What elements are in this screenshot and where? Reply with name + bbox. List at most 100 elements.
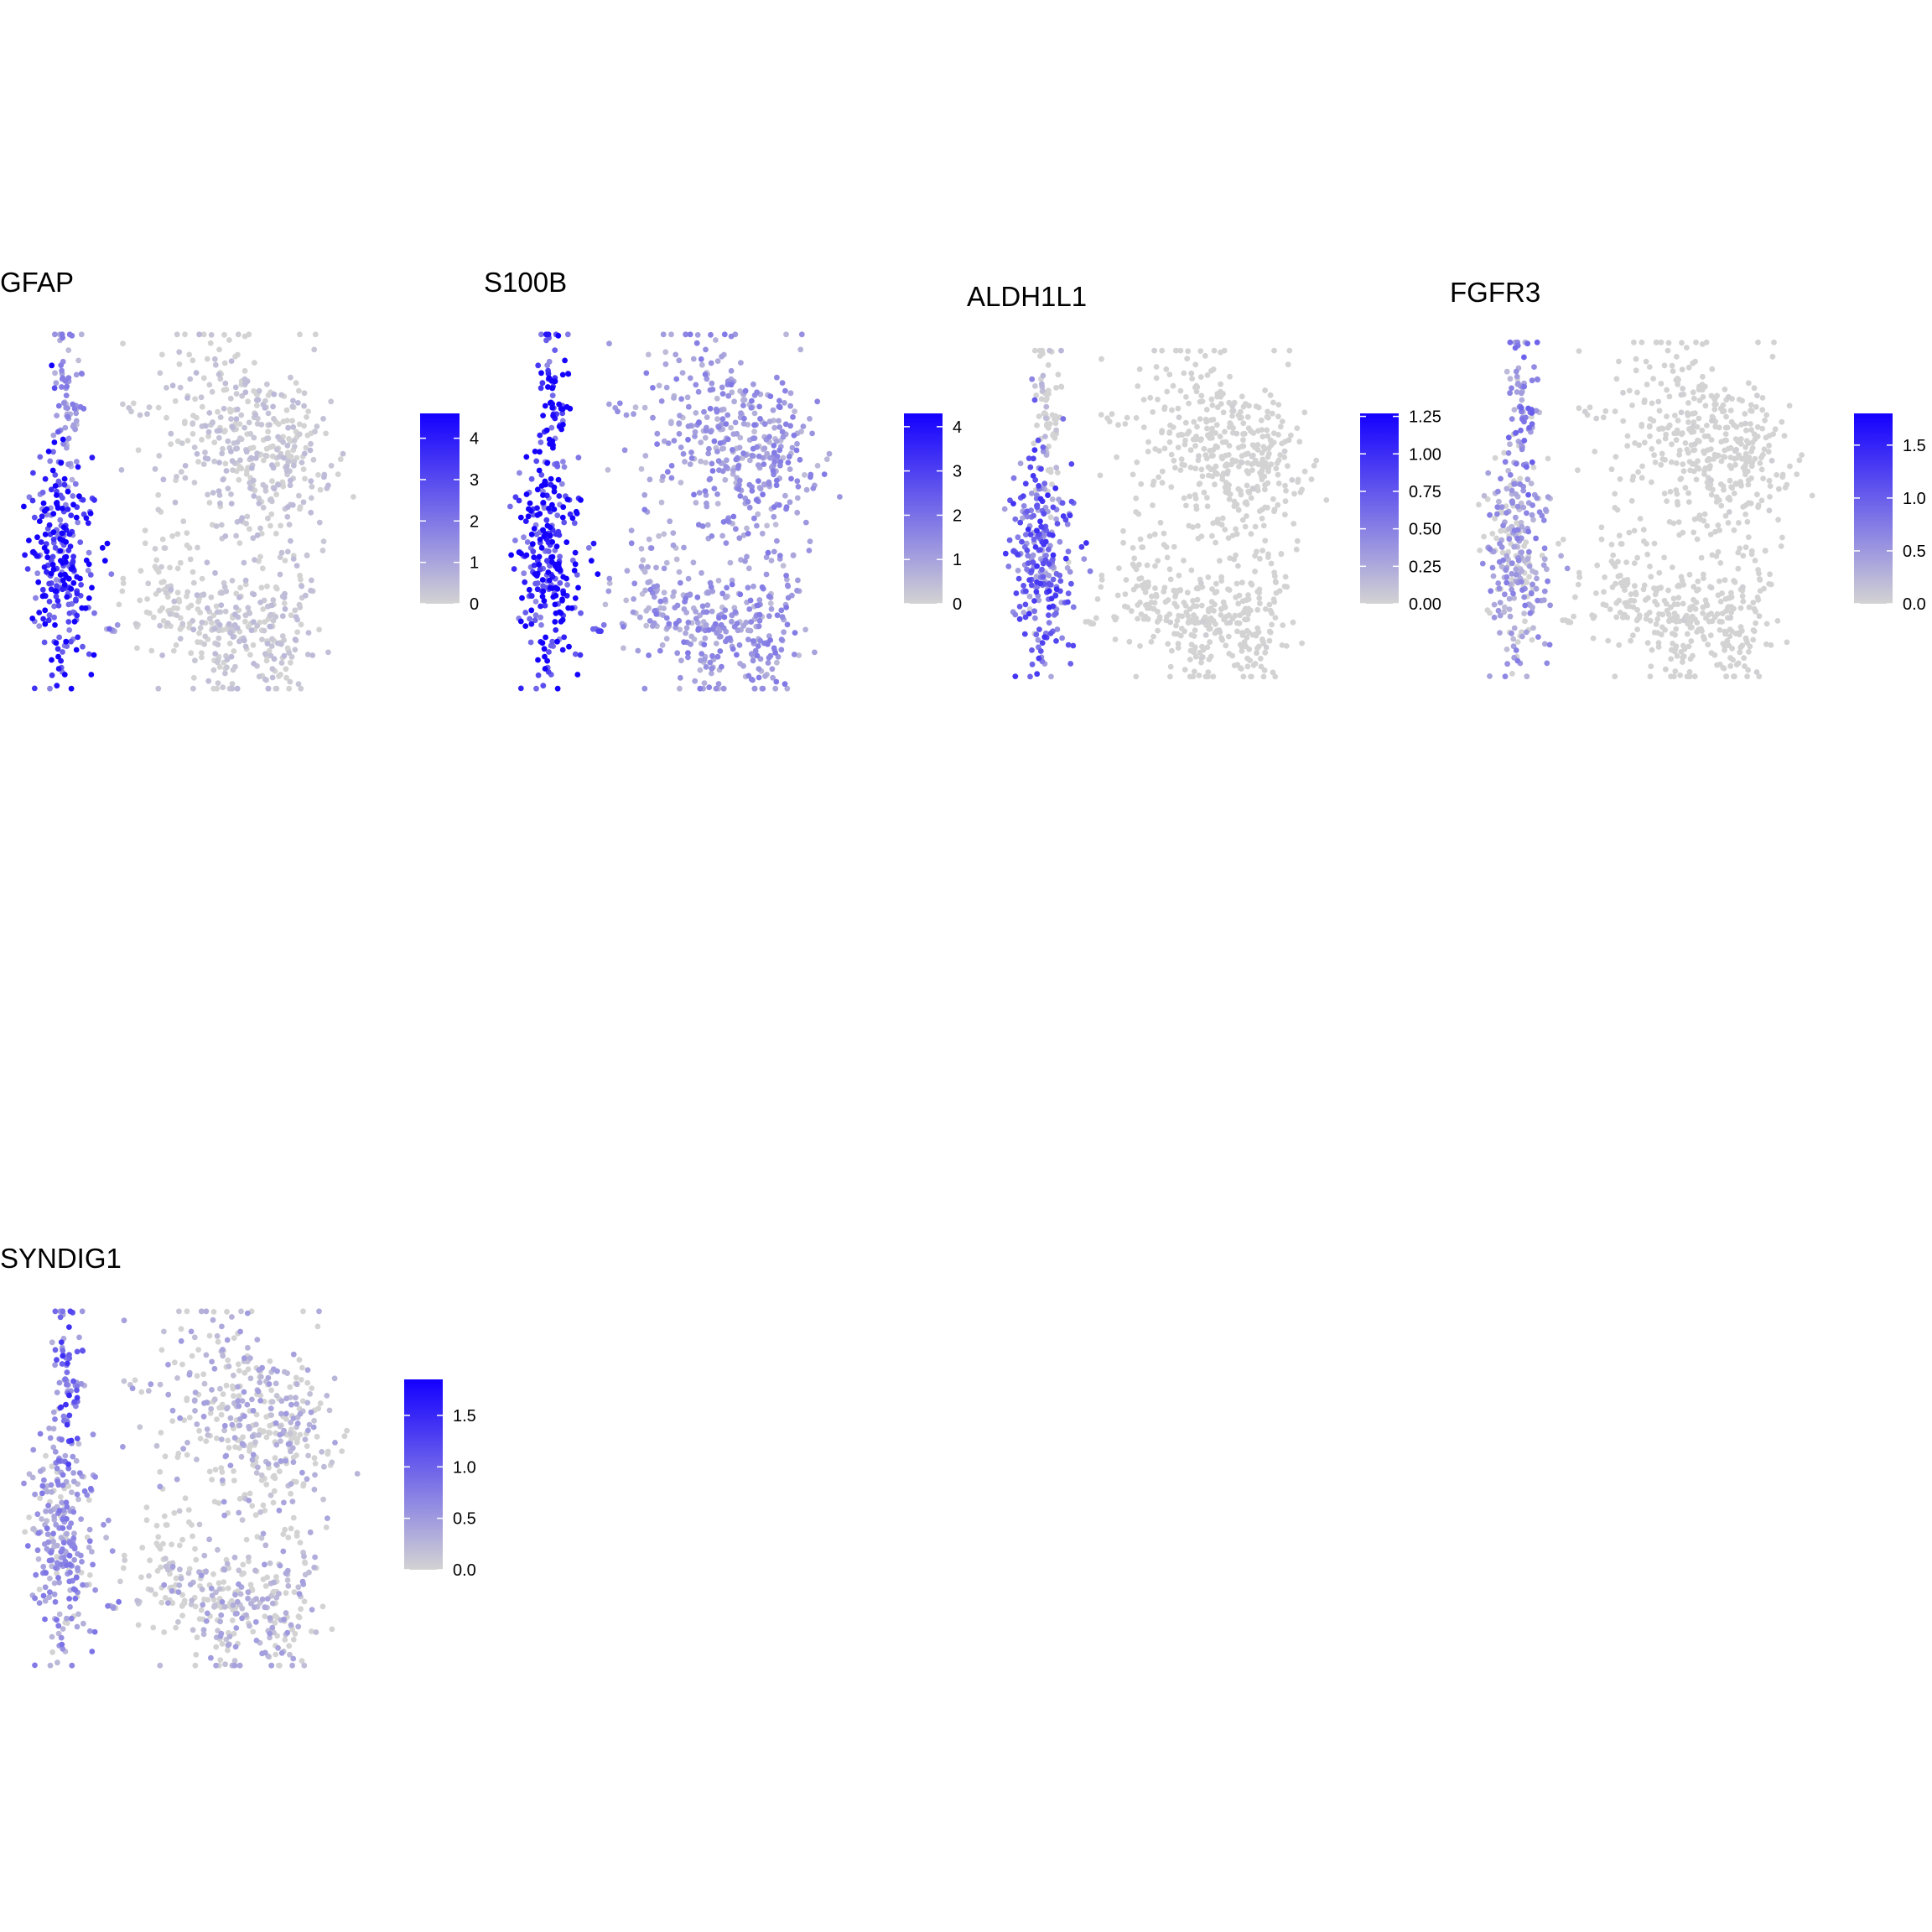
cell-point	[623, 597, 630, 604]
cell-point	[1261, 486, 1268, 493]
cell-point	[754, 389, 760, 396]
cell-point	[1265, 433, 1271, 439]
cell-point	[270, 1499, 277, 1506]
cell-point	[1506, 536, 1513, 543]
cell-point	[522, 518, 529, 524]
cell-point	[1262, 387, 1268, 393]
cell-point	[1713, 499, 1720, 505]
cell-point	[1260, 522, 1267, 529]
cell-point	[1291, 491, 1297, 497]
cell-point	[1500, 522, 1506, 529]
cell-point	[259, 636, 265, 642]
cell-point	[1140, 397, 1147, 402]
cell-point	[62, 571, 68, 578]
cell-point	[1176, 414, 1182, 421]
cell-point	[249, 1503, 256, 1509]
cell-point	[256, 387, 262, 394]
cell-point	[1275, 432, 1281, 438]
cell-point	[1485, 470, 1492, 476]
cell-point	[184, 1452, 190, 1458]
cell-point	[719, 407, 724, 413]
cell-point	[1594, 562, 1601, 569]
cell-point	[1258, 417, 1265, 423]
cell-point	[789, 444, 796, 451]
cell-point	[1050, 576, 1057, 583]
cell-point	[190, 626, 197, 633]
cell-point	[214, 1435, 220, 1441]
cell-point	[773, 477, 780, 484]
cell-point	[539, 577, 546, 583]
cell-point	[1514, 389, 1520, 395]
cell-point	[549, 585, 555, 591]
cell-point	[1775, 517, 1782, 523]
cell-point	[765, 549, 771, 556]
cell-point	[1197, 480, 1203, 486]
cell-point	[49, 1649, 55, 1655]
cell-point	[642, 587, 648, 594]
cell-point	[275, 481, 282, 488]
cell-point	[77, 539, 84, 545]
cell-point	[767, 652, 774, 659]
cell-point	[1048, 595, 1055, 602]
cell-point	[206, 410, 213, 416]
cell-point	[308, 509, 314, 516]
cell-point	[275, 434, 281, 440]
cell-point	[312, 1461, 319, 1467]
cell-point	[233, 391, 240, 397]
cell-point	[64, 643, 70, 649]
cell-point	[177, 384, 184, 391]
cell-point	[1182, 462, 1187, 469]
cell-point	[231, 1478, 237, 1483]
cell-point	[329, 1626, 335, 1633]
cell-point	[507, 503, 513, 510]
cell-point	[1257, 656, 1264, 662]
cell-point	[671, 438, 678, 444]
cell-point	[285, 459, 292, 465]
cell-point	[242, 643, 249, 650]
cell-point	[1167, 663, 1174, 670]
cell-point	[265, 428, 271, 435]
cell-point	[560, 504, 567, 511]
cell-point	[152, 1591, 158, 1597]
cell-point	[65, 1620, 70, 1626]
cell-point	[1041, 634, 1048, 641]
cell-point	[157, 622, 164, 629]
cell-point	[553, 460, 560, 467]
cell-point	[1675, 595, 1682, 601]
cell-point	[216, 428, 223, 434]
cell-point	[775, 653, 782, 660]
cell-point	[1605, 637, 1612, 644]
cell-point	[252, 557, 257, 563]
cell-point	[55, 602, 62, 609]
cell-point	[1521, 438, 1528, 444]
cell-point	[222, 428, 228, 434]
cell-point	[1670, 595, 1677, 602]
cell-point	[792, 408, 797, 414]
cell-point	[118, 467, 125, 473]
cell-point	[228, 653, 235, 660]
cell-point	[305, 630, 312, 636]
cell-point	[297, 1540, 304, 1545]
cell-point	[236, 1567, 242, 1574]
cell-point	[1722, 447, 1728, 454]
cell-point	[546, 649, 552, 655]
cell-point	[232, 611, 238, 618]
cell-point	[1696, 383, 1702, 390]
cell-point	[1060, 416, 1067, 422]
cell-point	[216, 1586, 223, 1592]
cell-point	[1514, 373, 1520, 380]
cell-point	[560, 590, 567, 597]
cell-point	[802, 472, 808, 478]
cell-point	[1210, 452, 1216, 459]
cell-point	[1031, 397, 1038, 403]
cell-point	[1688, 638, 1695, 644]
cell-point	[265, 410, 272, 417]
cell-point	[1750, 627, 1757, 633]
cell-point	[1033, 589, 1040, 595]
cell-point	[1576, 574, 1583, 580]
cell-point	[530, 548, 537, 555]
cell-point	[656, 382, 662, 389]
cell-point	[1707, 532, 1714, 538]
cell-point	[1690, 395, 1697, 402]
cell-point	[280, 1531, 287, 1537]
